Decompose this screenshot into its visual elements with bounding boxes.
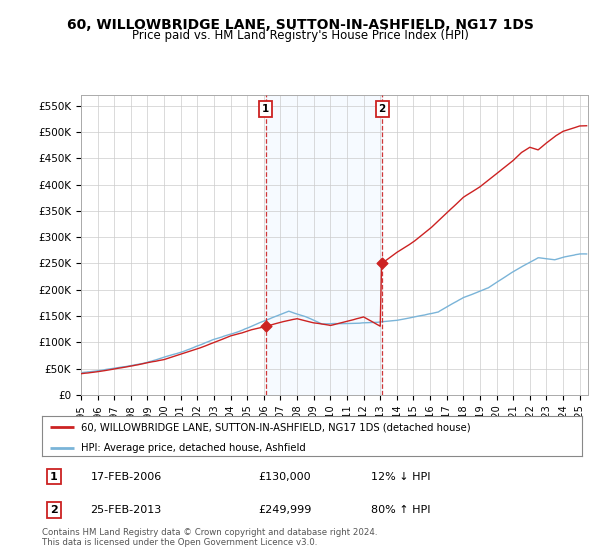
Bar — [266, 95, 382, 395]
Text: 2: 2 — [50, 505, 58, 515]
Text: 60, WILLOWBRIDGE LANE, SUTTON-IN-ASHFIELD, NG17 1DS (detached house): 60, WILLOWBRIDGE LANE, SUTTON-IN-ASHFIEL… — [81, 422, 470, 432]
Text: 1: 1 — [50, 472, 58, 482]
Point — [377, 259, 387, 268]
Text: HPI: Average price, detached house, Ashfield: HPI: Average price, detached house, Ashf… — [81, 442, 305, 452]
Text: 12% ↓ HPI: 12% ↓ HPI — [371, 472, 431, 482]
Text: Price paid vs. HM Land Registry's House Price Index (HPI): Price paid vs. HM Land Registry's House … — [131, 29, 469, 42]
Text: £130,000: £130,000 — [258, 472, 311, 482]
Point — [261, 322, 271, 331]
Text: 60, WILLOWBRIDGE LANE, SUTTON-IN-ASHFIELD, NG17 1DS: 60, WILLOWBRIDGE LANE, SUTTON-IN-ASHFIEL… — [67, 18, 533, 32]
Text: 2: 2 — [379, 104, 386, 114]
Text: 80% ↑ HPI: 80% ↑ HPI — [371, 505, 431, 515]
Text: £249,999: £249,999 — [258, 505, 311, 515]
Text: 25-FEB-2013: 25-FEB-2013 — [91, 505, 162, 515]
Text: 17-FEB-2006: 17-FEB-2006 — [91, 472, 162, 482]
Text: Contains HM Land Registry data © Crown copyright and database right 2024.
This d: Contains HM Land Registry data © Crown c… — [42, 528, 377, 547]
Text: 1: 1 — [262, 104, 269, 114]
